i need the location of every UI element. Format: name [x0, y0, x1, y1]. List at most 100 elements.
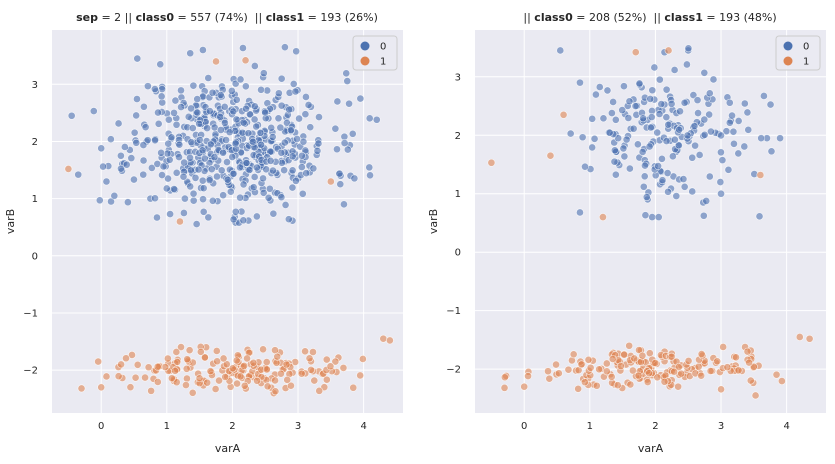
scatter-point-class0	[228, 153, 237, 161]
scatter-point-class1	[117, 360, 125, 369]
scatter-point-class0	[281, 201, 290, 209]
scatter-point-class0	[336, 180, 345, 189]
x-tick-label: 4	[360, 421, 366, 432]
scatter-point-class0	[242, 158, 251, 167]
scatter-point-class1	[212, 57, 220, 66]
scatter-point-class0	[740, 99, 749, 108]
scatter-point-class0	[177, 103, 185, 111]
scatter-point-class0	[225, 128, 234, 137]
scatter-point-class0	[195, 135, 204, 144]
scatter-point-class0	[631, 102, 640, 110]
scatter-point-class0	[657, 100, 666, 108]
scatter-point-class0	[257, 85, 265, 94]
scatter-point-class1	[215, 376, 223, 385]
scatter-point-class0	[180, 209, 188, 217]
scatter-point-class1	[751, 391, 760, 400]
scatter-point-class1	[667, 352, 676, 361]
scatter-point-class0	[724, 165, 733, 174]
scatter-point-class0	[216, 112, 225, 121]
scatter-point-class1	[645, 349, 654, 358]
scatter-point-class1	[283, 375, 292, 384]
scatter-point-class1	[259, 345, 267, 354]
scatter-point-class1	[322, 355, 331, 364]
scatter-point-class1	[552, 360, 560, 369]
x-tick-label: 3	[295, 421, 301, 432]
scatter-point-class0	[74, 170, 83, 179]
scatter-point-class0	[288, 166, 297, 175]
scatter-point-class0	[693, 96, 702, 105]
scatter-point-class0	[130, 128, 139, 137]
scatter-point-class0	[210, 153, 219, 162]
scatter-point-class0	[740, 142, 749, 151]
scatter-point-class1	[177, 343, 185, 351]
scatter-point-class1	[620, 350, 628, 359]
scatter-point-class1	[713, 357, 722, 366]
scatter-point-class1	[233, 379, 241, 388]
scatter-point-class1	[734, 366, 743, 375]
scatter-point-class0	[670, 66, 679, 74]
scatter-point-class0	[231, 139, 240, 148]
scatter-point-class1	[746, 376, 755, 385]
scatter-point-class0	[156, 60, 165, 69]
scatter-point-class0	[683, 131, 692, 140]
scatter-point-class0	[220, 119, 229, 127]
scatter-point-class0	[304, 101, 313, 109]
scatter-point-class0	[166, 210, 175, 218]
scatter-point-class0	[157, 92, 166, 101]
scatter-point-class1	[322, 375, 331, 384]
scatter-point-class1	[723, 363, 732, 372]
scatter-point-class0	[236, 163, 244, 172]
scatter-point-class0	[207, 165, 216, 174]
scatter-point-class1	[172, 348, 181, 356]
scatter-point-class0	[110, 191, 119, 200]
scatter-point-class1	[195, 374, 204, 383]
scatter-point-class0	[227, 86, 236, 95]
scatter-point-class0	[638, 148, 647, 156]
scatter-point-class0	[259, 69, 268, 78]
scatter-point-class0	[280, 138, 289, 147]
scatter-point-class0	[653, 128, 662, 137]
scatter-point-class1	[200, 353, 209, 362]
scatter-point-class1	[569, 350, 578, 359]
scatter-point-class1	[778, 377, 786, 385]
scatter-point-class0	[277, 101, 286, 110]
legend-label: 1	[380, 57, 386, 68]
scatter-point-class0	[208, 88, 217, 97]
scatter-point-class0	[239, 216, 248, 225]
scatter-point-class0	[259, 174, 267, 183]
scatter-point-class1	[356, 371, 365, 380]
scatter-point-class1	[638, 351, 647, 360]
scatter-point-class0	[629, 124, 638, 133]
scatter-point-class0	[705, 89, 714, 98]
scatter-point-class0	[253, 163, 261, 172]
scatter-point-class0	[603, 86, 612, 95]
scatter-point-class1	[243, 354, 251, 363]
scatter-point-class1	[176, 217, 184, 226]
scatter-point-class1	[240, 381, 249, 390]
scatter-points	[64, 43, 394, 398]
scatter-point-class0	[288, 152, 297, 161]
scatter-point-class0	[667, 99, 676, 108]
scatter-point-class0	[162, 184, 171, 193]
scatter-point-class0	[610, 146, 619, 155]
scatter-point-class0	[672, 192, 681, 200]
scatter-point-class0	[280, 166, 289, 175]
scatter-point-class1	[97, 383, 106, 392]
scatter-point-class0	[117, 164, 125, 173]
scatter-point-class0	[229, 169, 238, 178]
scatter-point-class0	[618, 106, 627, 115]
scatter-point-class0	[302, 93, 310, 101]
scatter-point-class0	[164, 115, 173, 124]
scatter-point-class0	[239, 180, 248, 189]
scatter-point-class1	[599, 213, 607, 222]
scatter-point-class1	[301, 347, 309, 356]
scatter-point-class1	[326, 362, 335, 371]
scatter-point-class0	[609, 98, 618, 106]
scatter-point-class0	[203, 124, 212, 133]
scatter-point-class0	[343, 145, 352, 154]
scatter-point-class0	[239, 118, 248, 127]
y-tick-label: 3	[455, 72, 461, 83]
scatter-point-class0	[680, 182, 689, 191]
scatter-point-class1	[339, 363, 348, 372]
